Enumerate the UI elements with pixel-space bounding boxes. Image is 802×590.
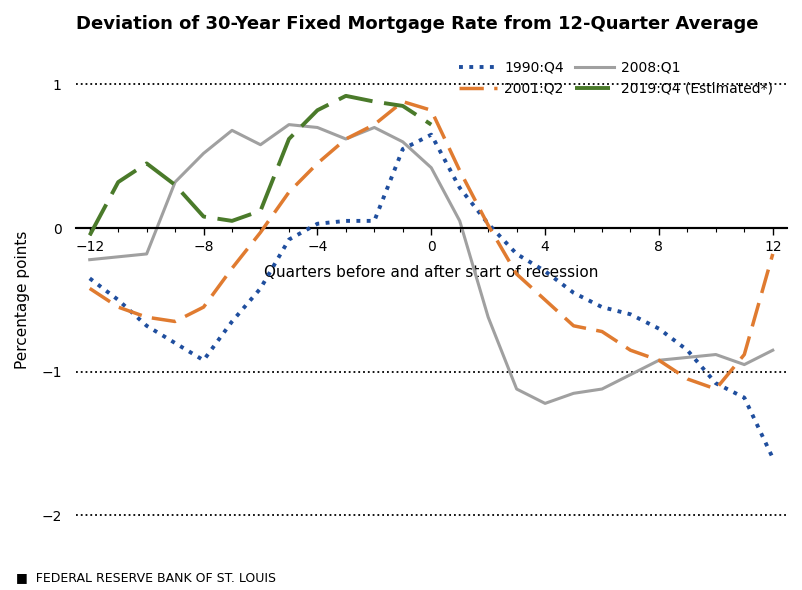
- 2008:Q1: [142, 250, 152, 257]
- 2008:Q1: [199, 150, 209, 157]
- 1990:Q4: [341, 217, 350, 224]
- 2001:Q2: [85, 285, 95, 292]
- 1990:Q4: [512, 250, 521, 257]
- 2001:Q2: [626, 347, 635, 354]
- 2001:Q2: [142, 314, 152, 321]
- 2008:Q1: [455, 217, 464, 224]
- 2008:Q1: [739, 361, 749, 368]
- 2001:Q2: [654, 357, 664, 364]
- 2001:Q2: [313, 160, 322, 167]
- 1990:Q4: [199, 357, 209, 364]
- 1990:Q4: [683, 347, 692, 354]
- 2001:Q2: [597, 328, 607, 335]
- 2019:Q4 (Estimated*): [284, 136, 294, 143]
- Line: 1990:Q4: 1990:Q4: [90, 135, 773, 458]
- 2019:Q4 (Estimated*): [142, 160, 152, 167]
- 2001:Q2: [284, 189, 294, 196]
- Line: 2001:Q2: 2001:Q2: [90, 101, 773, 389]
- 1990:Q4: [626, 311, 635, 318]
- 2008:Q1: [654, 357, 664, 364]
- 1990:Q4: [313, 220, 322, 227]
- 2001:Q2: [398, 98, 407, 105]
- 2008:Q1: [284, 121, 294, 128]
- Text: ■  FEDERAL RESERVE BANK OF ST. LOUIS: ■ FEDERAL RESERVE BANK OF ST. LOUIS: [16, 571, 276, 584]
- 1990:Q4: [597, 304, 607, 311]
- 1990:Q4: [170, 339, 180, 346]
- 2001:Q2: [512, 271, 521, 278]
- Line: 2019:Q4 (Estimated*): 2019:Q4 (Estimated*): [90, 96, 431, 235]
- 2001:Q2: [341, 136, 350, 143]
- 2008:Q1: [113, 253, 123, 260]
- Line: 2008:Q1: 2008:Q1: [90, 124, 773, 404]
- 2019:Q4 (Estimated*): [256, 207, 265, 214]
- 1990:Q4: [227, 318, 237, 325]
- 2008:Q1: [541, 400, 550, 407]
- Y-axis label: Percentage points: Percentage points: [15, 231, 30, 369]
- X-axis label: Quarters before and after start of recession: Quarters before and after start of reces…: [264, 265, 598, 280]
- 2019:Q4 (Estimated*): [398, 103, 407, 110]
- 2008:Q1: [427, 164, 436, 171]
- 2019:Q4 (Estimated*): [199, 213, 209, 220]
- 2019:Q4 (Estimated*): [170, 181, 180, 188]
- 1990:Q4: [768, 454, 778, 461]
- 2008:Q1: [683, 354, 692, 361]
- 2008:Q1: [768, 347, 778, 354]
- 2001:Q2: [113, 304, 123, 311]
- 2001:Q2: [541, 296, 550, 303]
- 2008:Q1: [370, 124, 379, 131]
- Legend: 1990:Q4, 2001:Q2, 2008:Q1, 2019:Q4 (Estimated*): 1990:Q4, 2001:Q2, 2008:Q1, 2019:Q4 (Esti…: [459, 60, 773, 96]
- 1990:Q4: [142, 322, 152, 329]
- 2001:Q2: [739, 351, 749, 358]
- 2019:Q4 (Estimated*): [341, 92, 350, 99]
- 2008:Q1: [170, 179, 180, 186]
- 2001:Q2: [427, 107, 436, 114]
- 1990:Q4: [455, 184, 464, 191]
- 2008:Q1: [227, 127, 237, 134]
- 2001:Q2: [227, 265, 237, 272]
- 1990:Q4: [569, 289, 578, 296]
- Text: Deviation of 30-Year Fixed Mortgage Rate from 12-Quarter Average: Deviation of 30-Year Fixed Mortgage Rate…: [75, 15, 758, 33]
- 2001:Q2: [711, 385, 721, 392]
- 2008:Q1: [484, 314, 493, 321]
- 1990:Q4: [484, 220, 493, 227]
- 2001:Q2: [170, 318, 180, 325]
- 1990:Q4: [541, 268, 550, 275]
- 2008:Q1: [512, 385, 521, 392]
- 2001:Q2: [484, 222, 493, 229]
- 2008:Q1: [626, 371, 635, 378]
- 1990:Q4: [370, 217, 379, 224]
- 1990:Q4: [654, 325, 664, 332]
- 2001:Q2: [256, 229, 265, 236]
- 2008:Q1: [256, 141, 265, 148]
- 2019:Q4 (Estimated*): [370, 98, 379, 105]
- 2001:Q2: [370, 121, 379, 128]
- 2008:Q1: [341, 136, 350, 143]
- 2008:Q1: [85, 256, 95, 263]
- 2019:Q4 (Estimated*): [313, 107, 322, 114]
- 1990:Q4: [85, 275, 95, 282]
- 1990:Q4: [398, 146, 407, 153]
- 2008:Q1: [398, 138, 407, 145]
- 1990:Q4: [113, 296, 123, 303]
- 1990:Q4: [256, 285, 265, 292]
- 2008:Q1: [569, 390, 578, 397]
- 2001:Q2: [199, 304, 209, 311]
- 2001:Q2: [569, 322, 578, 329]
- 1990:Q4: [739, 394, 749, 401]
- 2008:Q1: [711, 351, 721, 358]
- 1990:Q4: [711, 380, 721, 387]
- 2019:Q4 (Estimated*): [85, 232, 95, 239]
- 2019:Q4 (Estimated*): [227, 217, 237, 224]
- 2008:Q1: [313, 124, 322, 131]
- 2019:Q4 (Estimated*): [427, 121, 436, 128]
- 2019:Q4 (Estimated*): [113, 179, 123, 186]
- 2001:Q2: [768, 250, 778, 257]
- 2001:Q2: [455, 167, 464, 174]
- 1990:Q4: [427, 131, 436, 138]
- 2008:Q1: [597, 385, 607, 392]
- 2001:Q2: [683, 375, 692, 382]
- 1990:Q4: [284, 236, 294, 243]
